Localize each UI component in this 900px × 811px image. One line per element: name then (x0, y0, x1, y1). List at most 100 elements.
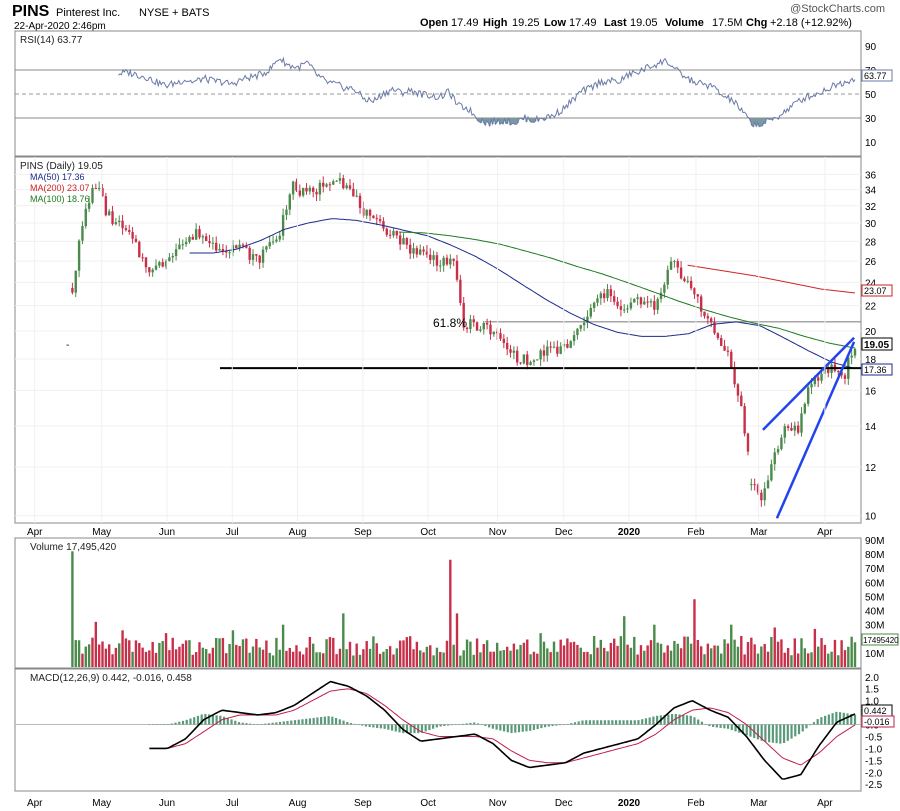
volume-bar (402, 640, 405, 667)
candle-body (773, 452, 776, 465)
macd-tick-label: 2.0 (865, 673, 879, 684)
macd-histogram-bar (327, 716, 330, 725)
volume-bar (452, 644, 455, 667)
volume-bar (268, 652, 271, 667)
macd-histogram-bar (797, 724, 801, 735)
candle-body (609, 289, 613, 297)
volume-bar (87, 644, 91, 667)
volume-bar (763, 643, 766, 667)
candle-body (375, 218, 378, 220)
macd-histogram-bar (838, 712, 842, 725)
macd-histogram-bar (174, 722, 177, 725)
volume-bar (181, 643, 184, 667)
macd-histogram-bar (193, 717, 196, 725)
macd-histogram-bar (390, 724, 394, 731)
candle-body (275, 239, 278, 242)
volume-bar (479, 652, 482, 667)
candle-body (746, 433, 750, 452)
volume-bar (830, 651, 833, 667)
candle-body (679, 267, 683, 279)
macd-histogram-bar (708, 724, 711, 727)
candle-body (255, 254, 258, 256)
volume-bar (81, 653, 84, 667)
volume-bar (372, 636, 375, 667)
volume-bar (572, 641, 576, 667)
candle-body (546, 346, 549, 356)
volume-bar (800, 638, 803, 667)
volume-bar (599, 639, 603, 667)
volume-title: Volume 17,495,420 (30, 542, 117, 553)
volume-bar (405, 637, 409, 667)
macd-histogram-bar (484, 724, 487, 727)
candle-body (793, 425, 797, 431)
macd-histogram-bar (562, 724, 565, 726)
volume-bar (164, 633, 168, 667)
macd-histogram-bar (349, 722, 353, 725)
volume-bar (221, 637, 225, 667)
exchange-label: NYSE + BATS (139, 7, 209, 19)
volume-bar (301, 654, 305, 667)
candle-body (606, 289, 609, 299)
candle-body (713, 322, 716, 334)
candle-body (158, 262, 161, 266)
volume-bar (522, 642, 526, 667)
volume-bar (178, 646, 181, 667)
volume-bar (509, 650, 512, 667)
macd-histogram-bar (663, 714, 666, 725)
volume-bar (619, 636, 623, 667)
macd-histogram-bar (446, 724, 450, 726)
macd-histogram-bar (234, 720, 237, 725)
price-tick-label: 10 (865, 512, 877, 523)
volume-bar (793, 638, 797, 667)
macd-histogram-bar (376, 724, 379, 728)
macd-tag: 0.442 (864, 706, 887, 716)
candle-body (753, 484, 756, 486)
volume-bar (134, 640, 138, 667)
volume-tick-label: 50M (865, 592, 884, 603)
macd-histogram-bar (189, 718, 192, 725)
macd-histogram-bar (730, 724, 733, 731)
candle-body (499, 333, 502, 339)
macd-histogram-bar (618, 720, 621, 725)
ma200-tag-box (861, 284, 893, 297)
macd-histogram-bar (682, 714, 685, 725)
volume-bar (204, 648, 208, 667)
macd-histogram-bar (775, 724, 778, 744)
candle-body (800, 413, 803, 433)
candle-body (97, 187, 101, 189)
volume-bar (271, 655, 275, 667)
macd-tick-label: 1.5 (865, 685, 879, 696)
price-tick-label: 30 (865, 219, 877, 230)
rsi-tick-label: 50 (865, 90, 877, 101)
volume-bar (388, 646, 392, 667)
volume-bar (238, 646, 241, 667)
candle-body (295, 181, 298, 191)
candle-body (505, 342, 509, 350)
axis-layer: 9070503010363432302826242220181614121090… (27, 42, 884, 809)
macd-histogram-bar (394, 724, 397, 732)
candle-body (94, 187, 98, 189)
volume-bar (128, 640, 131, 667)
candle-body (265, 246, 268, 250)
candle-body (582, 322, 586, 326)
volume-bar (726, 643, 730, 667)
volume-bar (592, 636, 596, 667)
volume-bar (245, 638, 248, 667)
volume-bar (803, 648, 807, 667)
macd-histogram-bar (592, 720, 595, 725)
candle-body (442, 257, 445, 266)
volume-bar (107, 644, 111, 667)
volume-bar (325, 639, 328, 667)
candle-body (235, 245, 238, 249)
macd-histogram-bar (443, 724, 446, 727)
macd-histogram-bar (170, 723, 173, 725)
candle-body (211, 242, 215, 244)
volume-bar (796, 653, 800, 667)
macd-histogram-bar (637, 720, 640, 725)
legend-ma200: MA(200) 23.07 (30, 183, 90, 193)
volume-bar (84, 646, 87, 667)
candle-body (646, 301, 649, 303)
volume-bar (773, 627, 776, 667)
candle-body (643, 301, 646, 305)
candle-body (402, 238, 405, 245)
